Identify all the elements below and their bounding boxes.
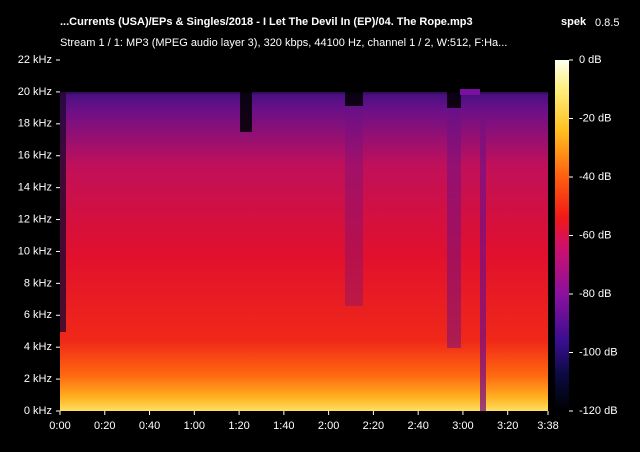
spectrogram-gap [345,92,363,106]
x-tick-label: 0:00 [49,420,70,432]
y-tick-label: 0 kHz [24,405,52,417]
colorbar-tick-label: -80 dB [579,288,611,300]
x-tick-label: 2:20 [363,420,384,432]
spectrogram-intro [60,92,66,332]
y-tick-label: 20 kHz [18,86,52,98]
y-tick-label: 22 kHz [18,54,52,66]
x-tick-label: 3:00 [452,420,473,432]
colorbar-tick-label: -40 dB [579,171,611,183]
spectrogram-burst [460,89,480,95]
spectrogram-empty-band [60,60,548,92]
spectrogram-gap [345,106,363,306]
spectrogram [60,60,569,411]
spectrogram-gap [240,92,252,132]
y-tick-label: 18 kHz [18,118,52,130]
spectrogram-gap [447,108,461,348]
x-tick-label: 1:40 [273,420,294,432]
x-tick-label: 2:40 [407,420,428,432]
spectrogram-gap [447,92,461,108]
app-version: 0.8.5 [595,17,619,29]
y-tick-label: 14 kHz [18,182,52,194]
colorbar-tick-label: -120 dB [579,405,618,417]
x-tick-label: 0:20 [94,420,115,432]
colorbar-tick-label: -20 dB [579,112,611,124]
y-tick-label: 2 kHz [24,373,52,385]
colorbar [555,60,569,411]
y-tick-label: 6 kHz [24,309,52,321]
app-name: spek [561,16,587,28]
x-tick-label: 1:20 [228,420,249,432]
spectrogram-gap [480,120,486,411]
stream-info: Stream 1 / 1: MP3 (MPEG audio layer 3), … [60,37,507,49]
colorbar-tick-label: -60 dB [579,229,611,241]
y-tick-label: 8 kHz [24,277,52,289]
colorbar-tick-label: -100 dB [579,346,618,358]
y-tick-label: 16 kHz [18,150,52,162]
file-title: ...Currents (USA)/EPs & Singles/2018 - I… [60,16,473,28]
x-tick-label: 3:20 [497,420,518,432]
colorbar-tick-label: 0 dB [579,54,602,66]
x-tick-label: 0:40 [139,420,160,432]
y-tick-label: 4 kHz [24,341,52,353]
x-tick-label: 2:00 [318,420,339,432]
y-tick-label: 12 kHz [18,213,52,225]
x-tick-label: 3:38 [537,420,558,432]
spectrogram-image [60,60,548,411]
x-tick-label: 1:00 [184,420,205,432]
y-tick-label: 10 kHz [18,245,52,257]
